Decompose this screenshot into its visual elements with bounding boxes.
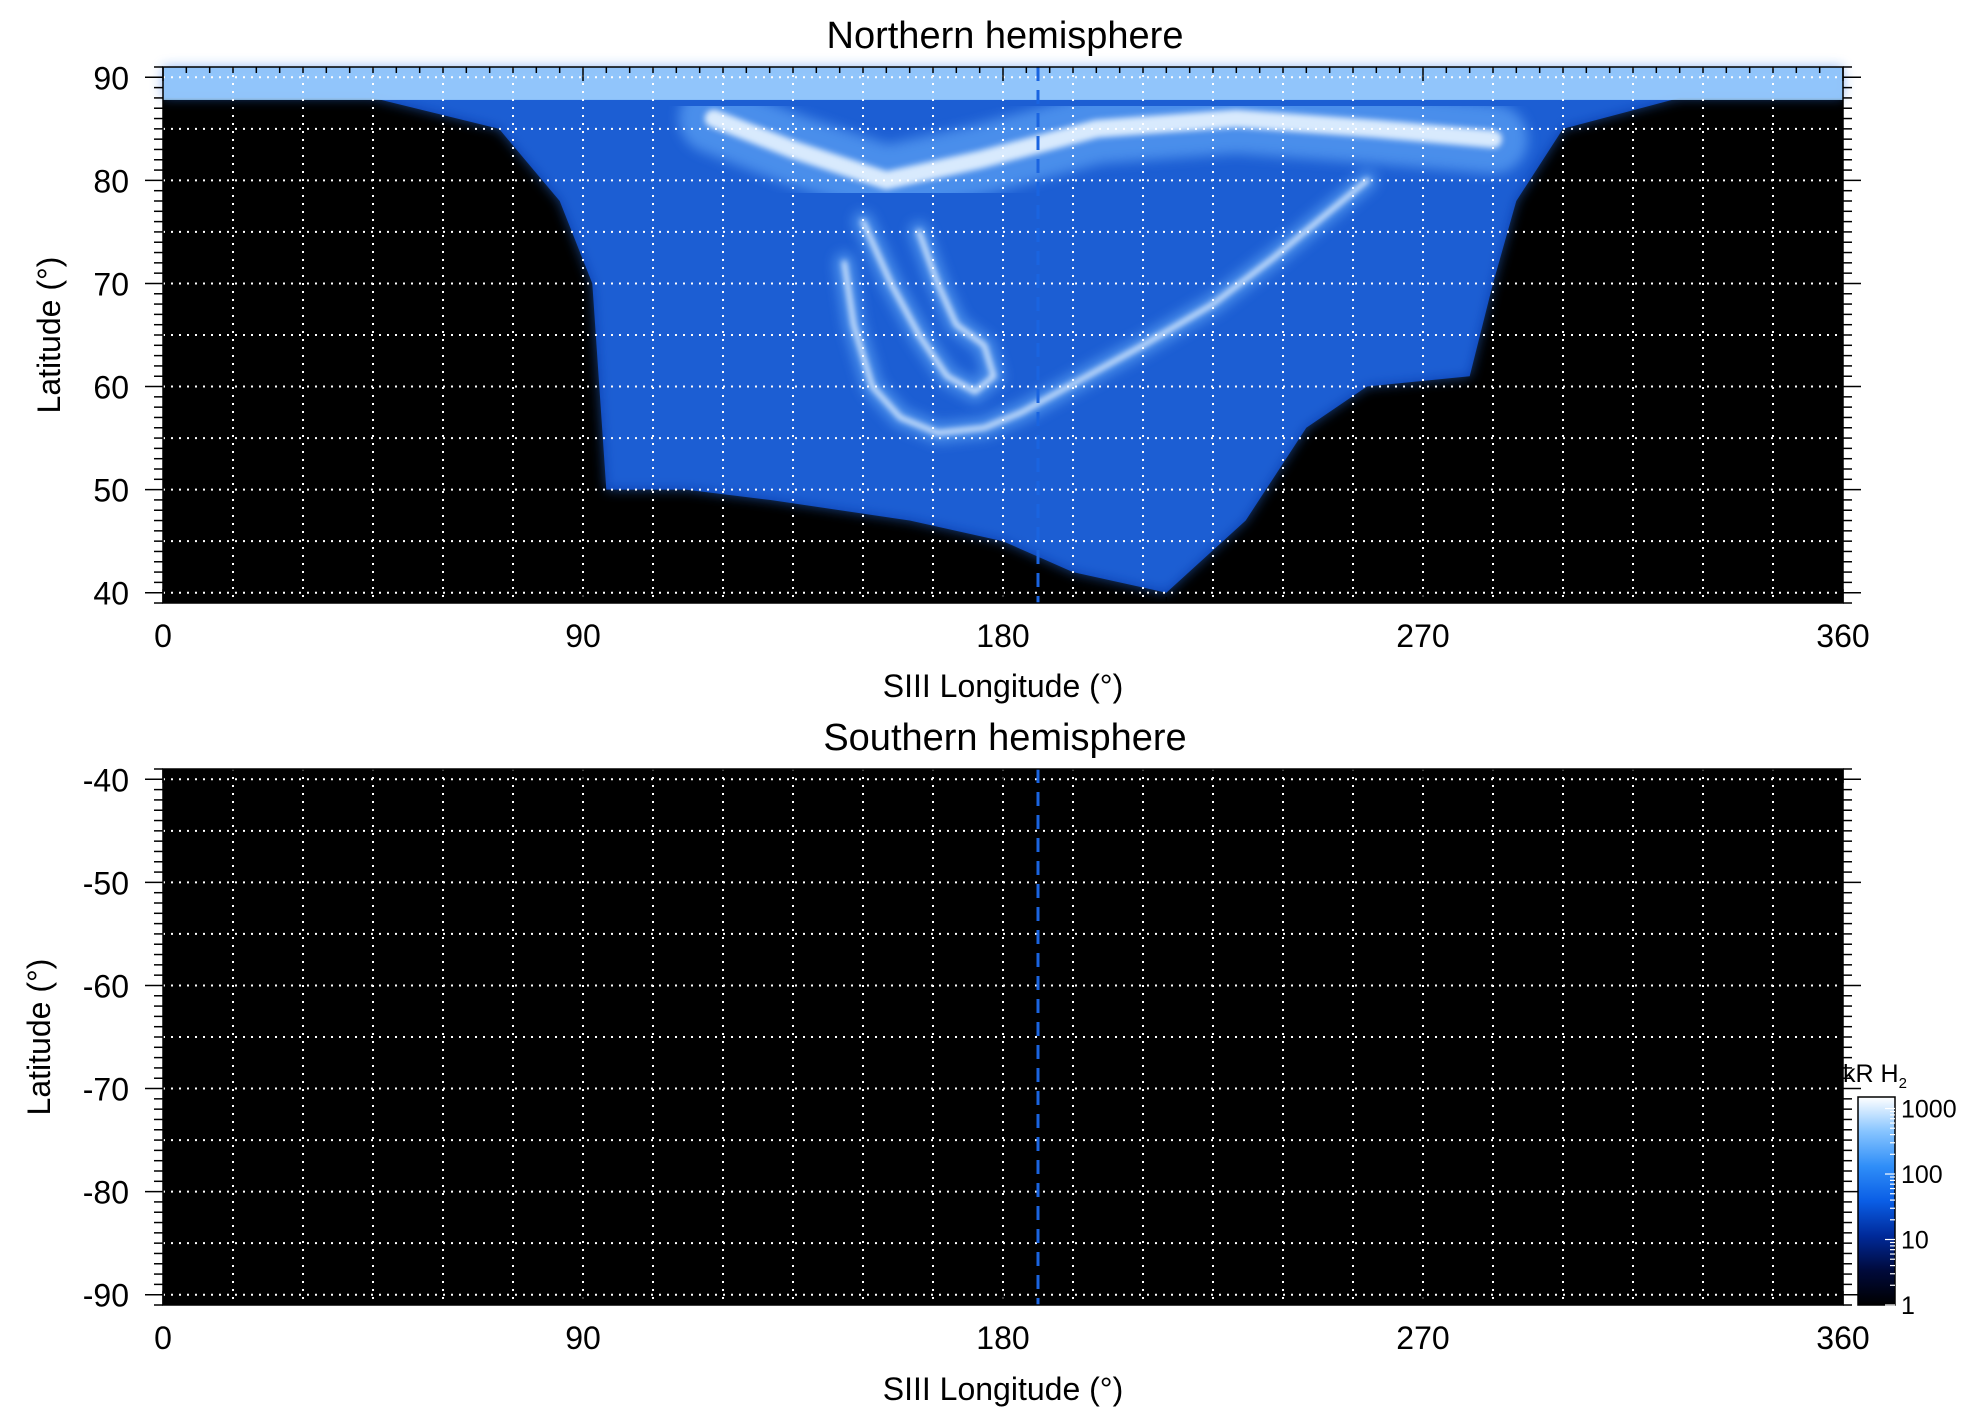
southern-grid [163, 769, 1843, 1305]
northern-y-tick-label: 40 [93, 576, 129, 612]
northern-y-tick-label: 70 [93, 266, 129, 302]
southern-hemisphere-panel: Southern hemisphere 0 90 180 270 360 -40-50-… [21, 717, 1870, 1407]
northern-x-tick-label: 0 [154, 618, 172, 654]
northern-hemisphere-panel: Northern hemisphere 0 90 180 270 360 40 50 60 7… [31, 15, 1870, 704]
colorbar-tick-label: 100 [1901, 1161, 1943, 1189]
southern-panel-title: Southern hemisphere [823, 717, 1186, 759]
southern-x-tick-label: 90 [565, 1320, 601, 1356]
colorbar-tick-label: 10 [1901, 1227, 1929, 1255]
southern-y-axis: -40 -50 -60 -70 -80 -90 [83, 762, 1861, 1314]
southern-y-tick-label: -80 [83, 1175, 129, 1211]
southern-x-axis-label: SIII Longitude (°) [883, 1371, 1123, 1407]
southern-y-tick-label: -40 [83, 762, 129, 798]
colorbar-ticks: 1 10 100 1000 [1885, 1096, 1957, 1320]
southern-y-tick-label: -90 [83, 1278, 129, 1314]
northern-y-tick-label: 90 [93, 60, 129, 96]
southern-x-tick-label: 0 [154, 1320, 172, 1356]
northern-plot-frame [162, 66, 1844, 604]
northern-y-tick-label: 60 [93, 370, 129, 406]
northern-x-axis-label: SIII Longitude (°) [883, 668, 1123, 704]
southern-x-tick-label: 270 [1396, 1320, 1449, 1356]
northern-y-tick-label: 80 [93, 163, 129, 199]
northern-y-axis: 40 50 60 70 80 90 [93, 60, 1861, 612]
southern-x-tick-label: 180 [976, 1320, 1029, 1356]
southern-y-tick-label: -50 [83, 865, 129, 901]
northern-x-tick-label: 90 [565, 618, 601, 654]
northern-feature-line [841, 177, 1370, 436]
northern-x-tick-label: 360 [1816, 618, 1869, 654]
southern-plot-frame [162, 768, 1844, 1306]
southern-y-tick-label: -70 [83, 1072, 129, 1108]
northern-grid [163, 67, 1843, 603]
northern-y-tick-label: 50 [93, 473, 129, 509]
southern-x-tick-label: 360 [1816, 1320, 1869, 1356]
northern-y-axis-label: Latitude (°) [31, 257, 67, 414]
northern-x-tick-label: 270 [1396, 618, 1449, 654]
northern-x-tick-label: 180 [976, 618, 1029, 654]
northern-panel-title: Northern hemisphere [827, 15, 1184, 57]
northern-emission-glow [163, 67, 1843, 593]
colorbar-label: kR H2 [1843, 1060, 1907, 1092]
colorbar-label-subscript: 2 [1899, 1075, 1907, 1092]
colorbar-gradient [1857, 1096, 1896, 1306]
colorbar-tick-label: 1000 [1901, 1096, 1957, 1124]
colorbar-label-main: kR H [1843, 1060, 1899, 1088]
northern-feature-line [860, 219, 997, 395]
colorbar-tick-label: 1 [1901, 1292, 1915, 1320]
southern-y-tick-label: -60 [83, 968, 129, 1004]
southern-y-axis-label: Latitude (°) [21, 959, 57, 1116]
colorbar: kR H2 1 10 100 1000 [1843, 1060, 1957, 1320]
southern-x-axis: 0 90 180 270 360 [154, 769, 1870, 1356]
